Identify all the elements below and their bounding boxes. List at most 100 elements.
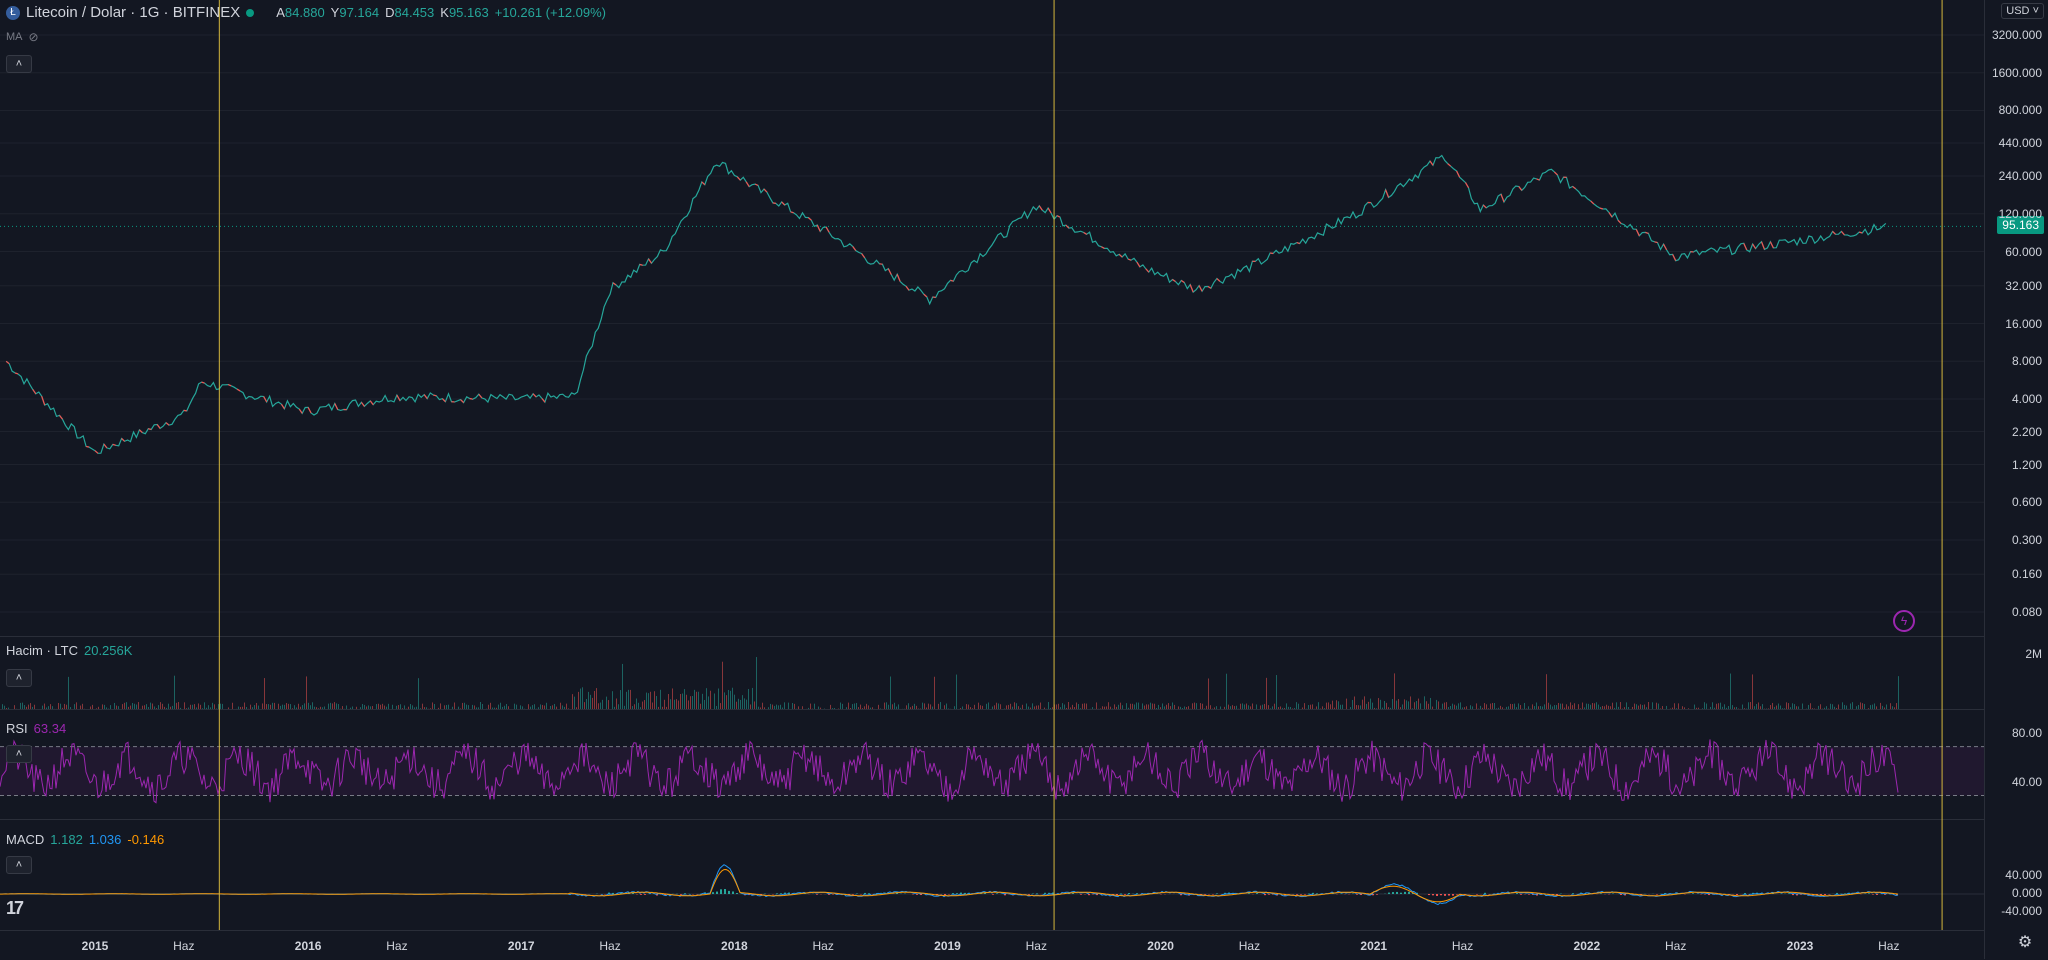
lightning-icon[interactable]: ϟ [1893, 610, 1915, 632]
price-down-segment [1664, 244, 1667, 250]
volume-chart[interactable] [0, 637, 1985, 710]
macd-chart[interactable] [0, 820, 1985, 931]
rsi-label: RSI [6, 721, 28, 736]
price-down-segment [782, 202, 785, 205]
volume-bar [708, 696, 709, 710]
time-tick-label: Haz [1452, 939, 1473, 953]
price-down-segment [299, 409, 302, 413]
macd-histogram-bar [1036, 893, 1038, 894]
collapse-macd-button[interactable]: ˄ [6, 856, 32, 874]
price-down-segment [755, 184, 758, 185]
collapse-legend-button[interactable]: ˄ [6, 55, 32, 73]
price-tick-label: 2.200 [2012, 425, 2042, 439]
price-down-segment [1181, 280, 1184, 282]
symbol-title[interactable]: Litecoin / Dolar · 1G · BITFINEX [26, 4, 240, 21]
macd-histogram-bar [1600, 893, 1602, 894]
macd-histogram-bar [1572, 893, 1574, 894]
collapse-volume-button[interactable]: ˄ [6, 669, 32, 687]
time-tick-label: 2019 [934, 939, 961, 953]
volume-bar [650, 692, 651, 710]
macd-histogram-bar [1656, 894, 1658, 895]
price-down-segment [202, 382, 205, 383]
volume-bar [656, 696, 657, 710]
rsi-tick-label: 80.00 [2012, 726, 2042, 740]
price-down-segment [1841, 231, 1844, 235]
macd-value-2: 1.036 [89, 832, 122, 847]
price-down-segment [862, 254, 865, 258]
macd-tick-label: -40.000 [2001, 904, 2042, 918]
price-down-segment [1770, 242, 1773, 248]
price-down-segment [1217, 279, 1220, 282]
price-down-segment [1859, 232, 1862, 233]
macd-pane[interactable]: MACD 1.182 1.036 -0.146 ˄ 17 [0, 819, 1985, 931]
macd-histogram-bar [716, 892, 718, 894]
time-tick-label: 2023 [1787, 939, 1814, 953]
price-down-segment [1466, 183, 1469, 188]
price-down-segment [1084, 233, 1087, 235]
eye-hidden-icon[interactable]: ⊘ [29, 30, 39, 44]
ma-legend[interactable]: MA ⊘ [6, 30, 39, 44]
macd-histogram-bar [1448, 894, 1450, 896]
price-tick-label: 0.160 [2012, 567, 2042, 581]
price-down-segment [1744, 243, 1747, 250]
macd-histogram-bar [736, 893, 738, 894]
volume-bar [890, 677, 891, 710]
price-down-segment [104, 444, 107, 448]
volume-pane[interactable]: Hacim · LTC 20.256K ˄ [0, 636, 1985, 710]
macd-histogram-bar [864, 893, 866, 894]
price-series-line [6, 156, 1886, 454]
volume-bar [722, 662, 723, 710]
macd-value-1: 1.182 [50, 832, 83, 847]
price-tick-label: 120.000 [1999, 207, 2042, 221]
macd-histogram-bar [1620, 894, 1622, 895]
price-down-segment [613, 283, 616, 285]
price-down-segment [1636, 229, 1639, 235]
macd-histogram-bar [1708, 894, 1710, 895]
time-tick-label: 2020 [1147, 939, 1174, 953]
price-chart[interactable] [0, 0, 1985, 636]
volume-bar [692, 696, 693, 710]
volume-bar [734, 695, 735, 710]
macd-histogram-bar [776, 893, 778, 894]
macd-histogram-bar [1120, 893, 1122, 894]
price-pane[interactable]: Ł Litecoin / Dolar · 1G · BITFINEX A84.8… [0, 0, 1985, 636]
macd-histogram-bar [640, 894, 642, 895]
price-down-segment [649, 259, 652, 263]
volume-bar [752, 688, 753, 710]
price-down-segment [1048, 208, 1051, 213]
price-down-segment [1119, 254, 1122, 257]
currency-selector[interactable]: USD ˅ [2001, 3, 2044, 19]
volume-bar [702, 694, 703, 710]
price-down-segment [15, 373, 18, 374]
price-down-segment [86, 446, 89, 447]
rsi-pane[interactable]: RSI 63.34 ˄ [0, 709, 1985, 820]
settings-gear-icon[interactable]: ⚙ [2016, 934, 2034, 952]
macd-histogram-bar [724, 889, 726, 894]
price-down-segment [1199, 286, 1202, 292]
litecoin-icon: Ł [6, 6, 20, 20]
collapse-rsi-button[interactable]: ˄ [6, 745, 32, 763]
tradingview-logo-icon[interactable]: 17 [6, 898, 22, 919]
price-down-segment [1297, 243, 1300, 244]
price-down-segment [1762, 242, 1765, 250]
price-down-segment [166, 423, 169, 425]
price-down-segment [737, 177, 740, 180]
time-tick-label: 2015 [82, 939, 109, 953]
rsi-chart[interactable] [0, 710, 1985, 820]
volume-bar [714, 693, 715, 710]
macd-histogram-bar [1204, 894, 1206, 895]
time-tick-label: 2018 [721, 939, 748, 953]
macd-histogram-bar [1396, 892, 1398, 894]
volume-bar [668, 694, 669, 710]
volume-bar [646, 693, 647, 710]
macd-histogram-bar [1432, 894, 1434, 895]
volume-bar [1410, 696, 1411, 710]
price-down-segment [1101, 247, 1104, 249]
macd-histogram-bar [1520, 894, 1522, 895]
ohlc-high: Y97.164 [331, 5, 379, 20]
volume-bar [1364, 696, 1365, 710]
price-down-segment [1673, 254, 1676, 260]
macd-histogram-bar [1868, 893, 1870, 894]
